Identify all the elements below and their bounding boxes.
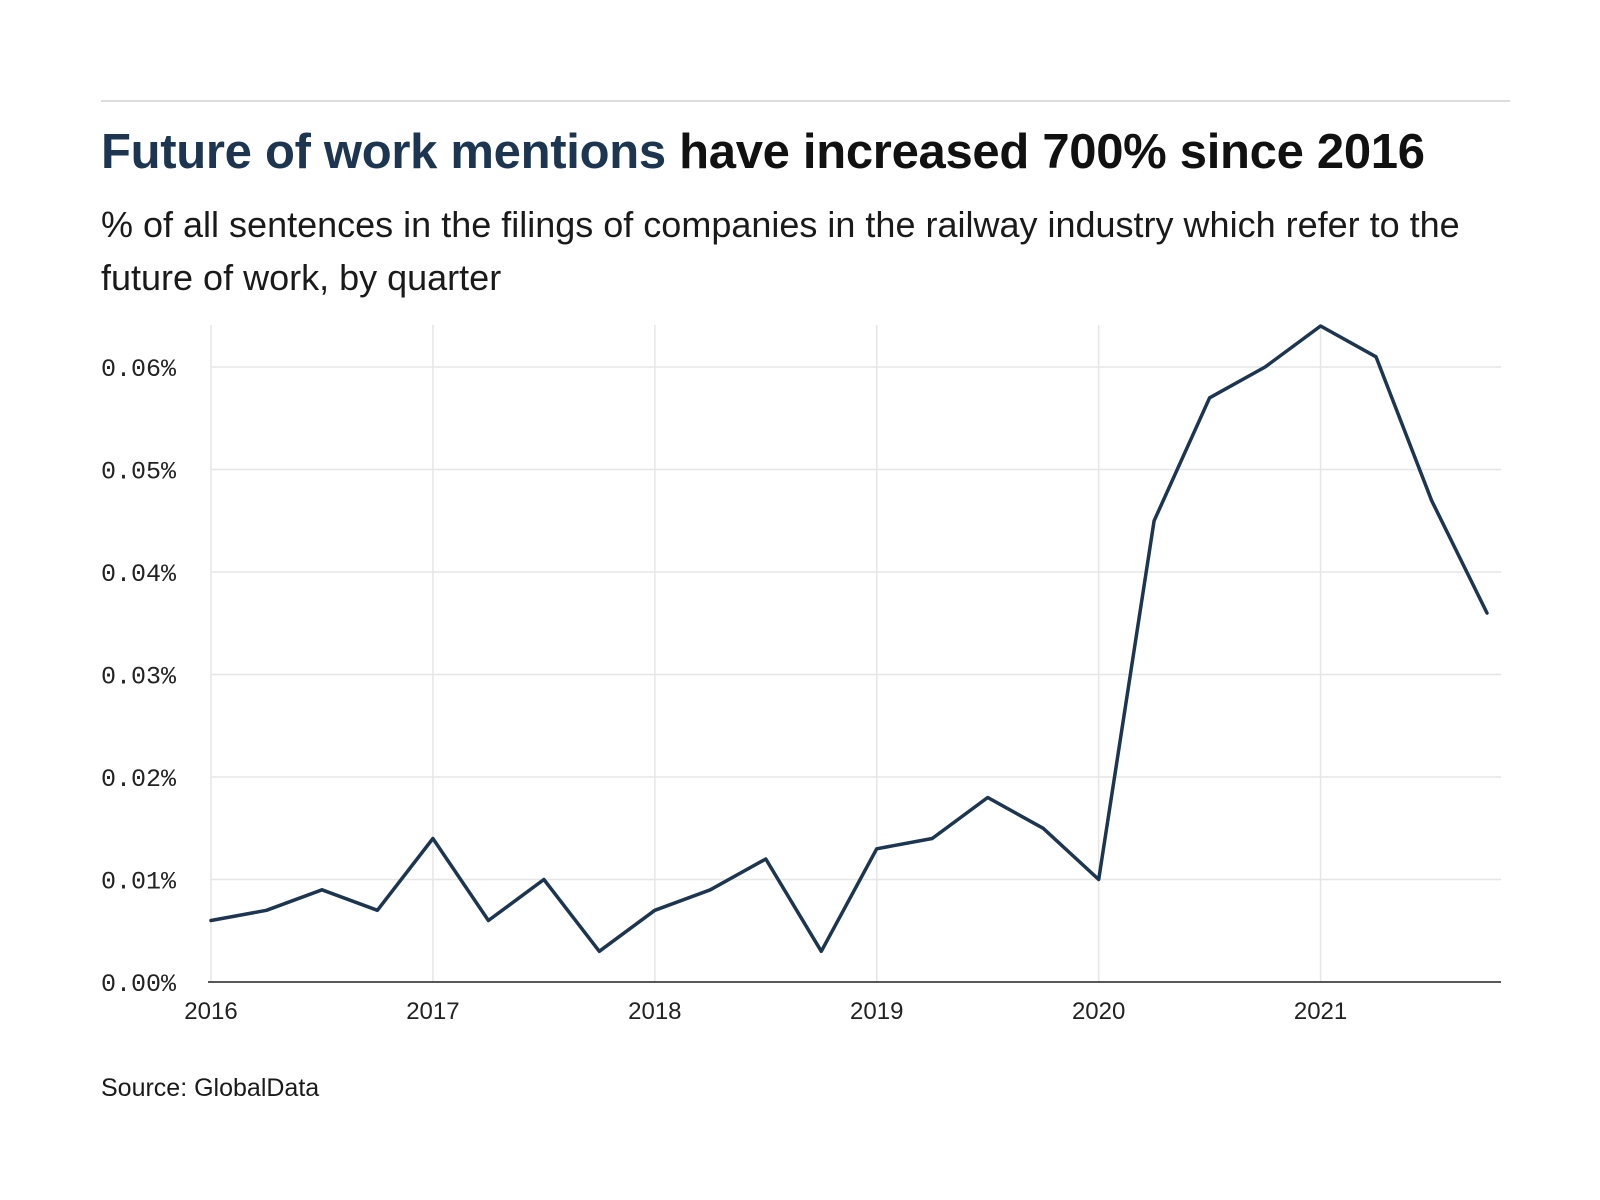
x-tick-label: 2016 (184, 998, 237, 1025)
chart-subtitle: % of all sentences in the filings of com… (101, 204, 1460, 298)
x-tick-label: 2020 (1072, 998, 1125, 1025)
series-line (209, 324, 1489, 954)
y-tick-label: 0.06% (101, 355, 177, 384)
chart-title-accent: Future of work mentions (101, 125, 666, 179)
x-tick-label: 2019 (850, 998, 903, 1025)
y-tick-label: 0.02% (101, 765, 177, 794)
top-divider (101, 100, 1510, 102)
chart-title-rest: have increased 700% since 2016 (665, 125, 1425, 179)
y-tick-label: 0.05% (101, 458, 177, 487)
y-tick-label: 0.00% (101, 970, 177, 999)
y-tick-label: 0.04% (101, 560, 177, 589)
y-tick-label: 0.01% (101, 868, 177, 897)
x-tick-label: 2017 (406, 998, 459, 1025)
y-tick-label: 0.03% (101, 663, 177, 692)
chart-title: Future of work mentions have increased 7… (101, 124, 1425, 180)
x-tick-label: 2018 (628, 998, 681, 1025)
x-tick-label: 2021 (1294, 998, 1347, 1025)
source-note: Source: GlobalData (101, 1074, 320, 1102)
